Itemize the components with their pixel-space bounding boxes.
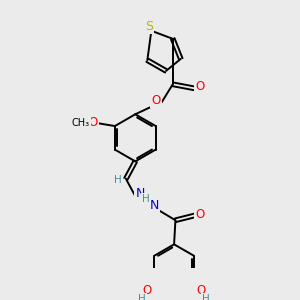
Text: O: O [196, 284, 206, 297]
Text: CH₃: CH₃ [72, 118, 90, 128]
Text: O: O [142, 284, 152, 297]
Text: N: N [149, 199, 159, 212]
Text: H: H [142, 194, 150, 204]
Text: O: O [152, 94, 161, 107]
Text: O: O [195, 208, 205, 220]
Text: H: H [114, 175, 122, 185]
Text: N: N [135, 187, 145, 200]
Text: O: O [195, 80, 205, 94]
Text: S: S [145, 20, 153, 33]
Text: H: H [202, 294, 210, 300]
Text: O: O [89, 116, 98, 129]
Text: H: H [139, 294, 146, 300]
